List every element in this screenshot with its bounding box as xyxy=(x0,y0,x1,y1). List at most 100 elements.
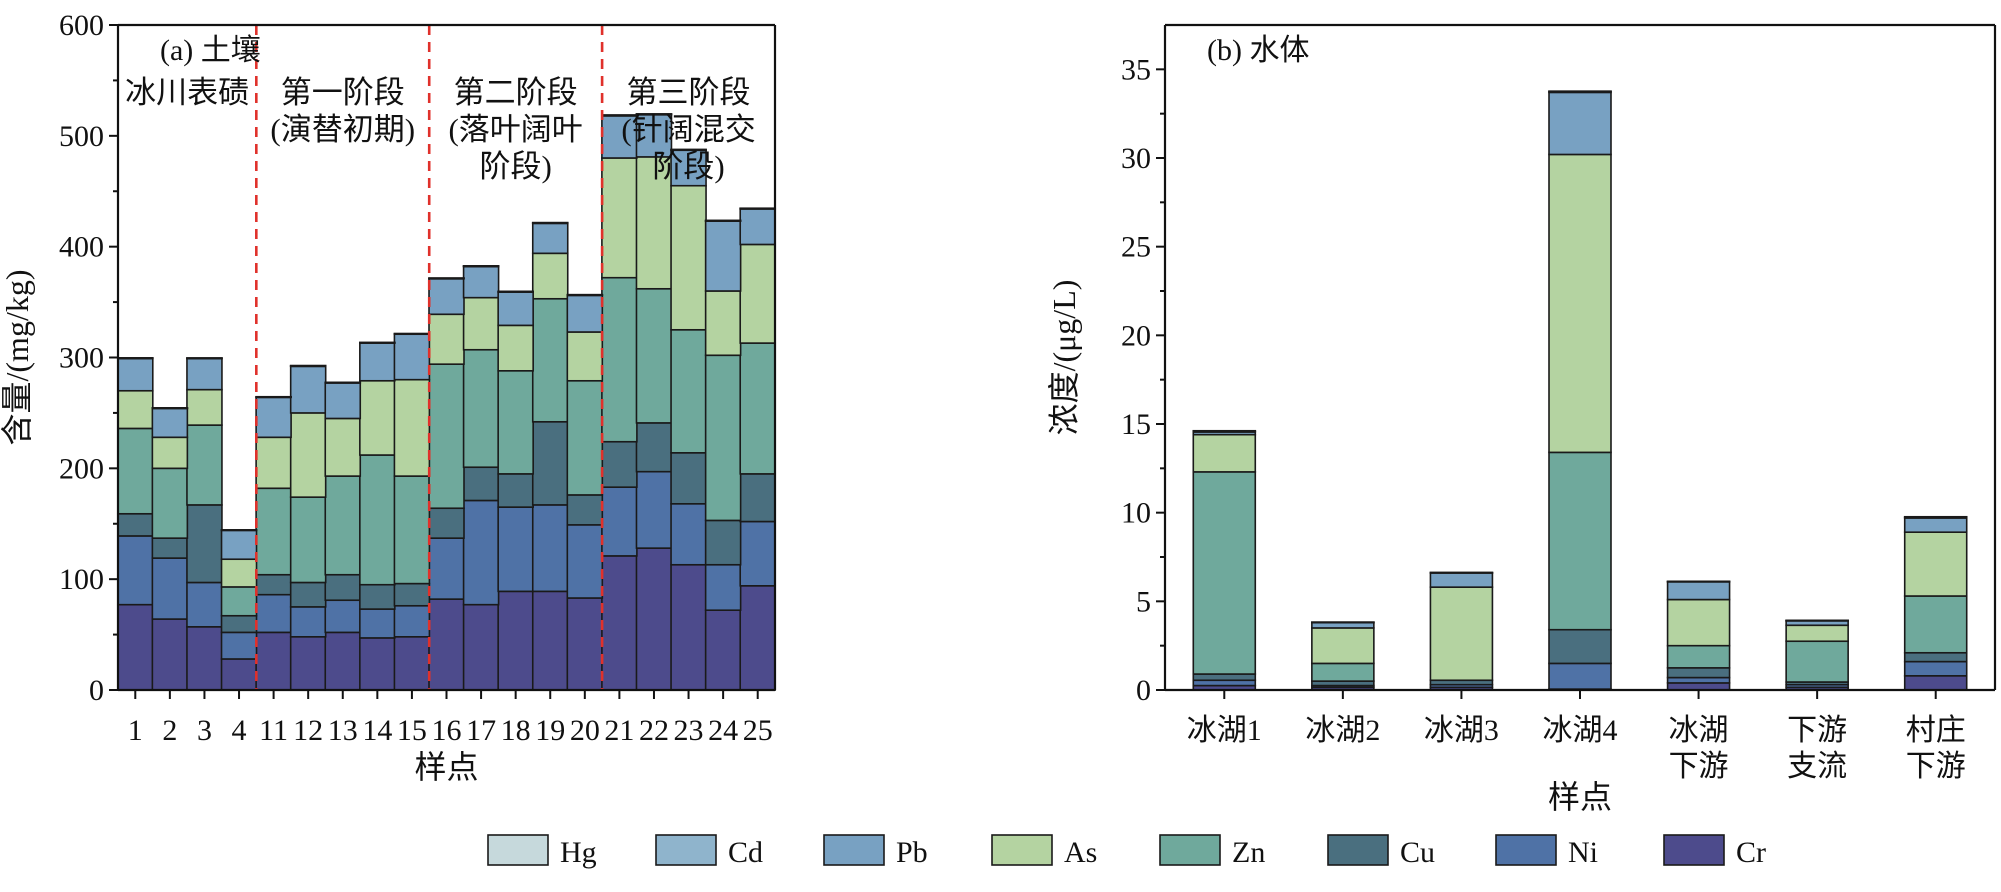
bar-segment-as xyxy=(393,378,431,477)
bar-segment-zn xyxy=(1548,451,1612,631)
bar-segment-as xyxy=(359,379,396,456)
bar-segment-ni xyxy=(1903,660,1968,677)
bar-segment-cr xyxy=(531,590,569,691)
bar-segment-pb xyxy=(393,333,431,381)
bar-segment-ni xyxy=(186,581,223,628)
x-axis-title: 样点 xyxy=(1548,779,1612,815)
bar-segment-zn xyxy=(566,379,604,496)
x-tick-label: 冰湖 xyxy=(1669,714,1729,747)
bar-segment-cu xyxy=(1666,667,1731,679)
legend-label-pb: Pb xyxy=(896,836,928,869)
soil-chart-panel: 冰川表碛 第一阶段(演替初期)第二阶段(落叶阔叶阶段)第三阶段(针阔混交阶段)01… xyxy=(0,9,777,785)
x-tick-label: 16 xyxy=(432,714,462,747)
y-axis-title: 浓度/(μg/L) xyxy=(1046,280,1082,436)
legend-label-cr: Cr xyxy=(1736,836,1766,869)
stage-label: 冰川表碛 xyxy=(125,75,249,110)
bar-segment-cu xyxy=(428,507,465,539)
bar-segment-pb xyxy=(462,265,500,299)
bar-segment-zn xyxy=(1666,644,1731,669)
bar-segment-cu xyxy=(601,440,638,488)
bar-segment-as xyxy=(531,252,569,300)
bar-segment-cu xyxy=(186,504,223,584)
bar-segment-cu xyxy=(497,473,534,508)
bar-segment-cu xyxy=(1192,673,1257,682)
bar-segment-ni xyxy=(255,593,292,634)
bar-segment-cr xyxy=(739,585,777,691)
stage-label: (针阔混交 xyxy=(621,112,755,147)
stage-label: (演替初期) xyxy=(270,112,415,147)
legend-label-zn: Zn xyxy=(1232,836,1265,869)
bar-segment-as xyxy=(635,156,673,290)
bar-segment-cr xyxy=(359,637,396,691)
stage-label: 第一阶段 xyxy=(281,75,405,110)
x-tick-label: 19 xyxy=(535,714,565,747)
stage-label: 第三阶段 xyxy=(627,75,751,110)
bar-segment-cr xyxy=(704,609,742,691)
x-tick-label: 1 xyxy=(128,714,143,747)
bar-segment-as xyxy=(601,157,638,279)
bar-segment-cu xyxy=(1548,628,1612,665)
bar-segment-cr xyxy=(255,631,292,691)
bar-segment-ni xyxy=(151,557,189,620)
legend-label-cd: Cd xyxy=(728,836,763,869)
bar-segment-zn xyxy=(393,475,431,585)
bar-segment-as xyxy=(566,331,604,382)
bar-segment-pb xyxy=(739,208,777,246)
bar-segment-zn xyxy=(1192,471,1257,675)
bar-segment-ni xyxy=(428,537,465,600)
x-tick-label: 下游 xyxy=(1906,750,1966,783)
bar-segment-cr xyxy=(428,598,465,691)
x-tick-label: 下游 xyxy=(1787,714,1847,747)
legend-label-ni: Ni xyxy=(1568,836,1598,869)
bar-segment-pb xyxy=(1548,91,1612,156)
bar-segment-ni xyxy=(497,506,534,593)
legend-swatch-ni xyxy=(1495,834,1557,866)
bar-segment-pb xyxy=(255,396,292,439)
y-tick-label: 30 xyxy=(1121,142,1151,175)
y-tick-label: 300 xyxy=(59,342,104,375)
legend-swatch-pb xyxy=(823,834,885,866)
bar-segment-pb xyxy=(1666,581,1731,601)
legend-swatch-zn xyxy=(1159,834,1221,866)
bar-segment-cr xyxy=(220,658,258,691)
bar-segment-cr xyxy=(116,603,154,691)
y-tick-label: 5 xyxy=(1136,585,1151,618)
bar-segment-cu xyxy=(566,494,604,526)
x-tick-label: 冰湖1 xyxy=(1187,714,1262,747)
stage-label: 阶段) xyxy=(479,149,551,184)
bar-segment-pb xyxy=(428,278,465,316)
stage-label: (落叶阔叶 xyxy=(448,112,582,147)
y-tick-label: 35 xyxy=(1121,53,1151,86)
bar-segment-cr xyxy=(462,603,500,691)
bar-segment-pb xyxy=(1903,517,1968,533)
y-tick-label: 0 xyxy=(89,674,104,707)
bar-segment-pb xyxy=(566,294,604,333)
bar-segment-cu xyxy=(1903,651,1968,663)
x-tick-label: 4 xyxy=(232,714,247,747)
bar-segment-cu xyxy=(289,581,327,608)
bar-segment-cu xyxy=(462,466,500,502)
bar-segment-zn xyxy=(324,475,362,576)
x-tick-label: 冰湖2 xyxy=(1305,714,1380,747)
x-tick-label: 21 xyxy=(604,714,634,747)
y-tick-label: 200 xyxy=(59,452,104,485)
bar-segment-ni xyxy=(289,606,327,638)
bar-segment-as xyxy=(739,243,777,344)
x-tick-label: 12 xyxy=(293,714,323,747)
bar-segment-cu xyxy=(393,582,431,607)
bar-segment-as xyxy=(1192,433,1257,473)
bar-segment-cu xyxy=(670,452,707,505)
bar-segment-zn xyxy=(497,369,534,475)
x-tick-label: 村庄 xyxy=(1906,714,1966,747)
bar-segment-cr xyxy=(186,626,223,691)
x-tick-label: 22 xyxy=(639,714,669,747)
legend-swatch-cu xyxy=(1327,834,1389,866)
panel-label: (a) 土壤 xyxy=(160,34,261,67)
bar-segment-cu xyxy=(220,614,258,634)
bar-segment-as xyxy=(1429,586,1494,682)
bar-segment-cu xyxy=(531,420,569,506)
bar-segment-ni xyxy=(359,608,396,639)
bar-segment-pb xyxy=(359,342,396,382)
